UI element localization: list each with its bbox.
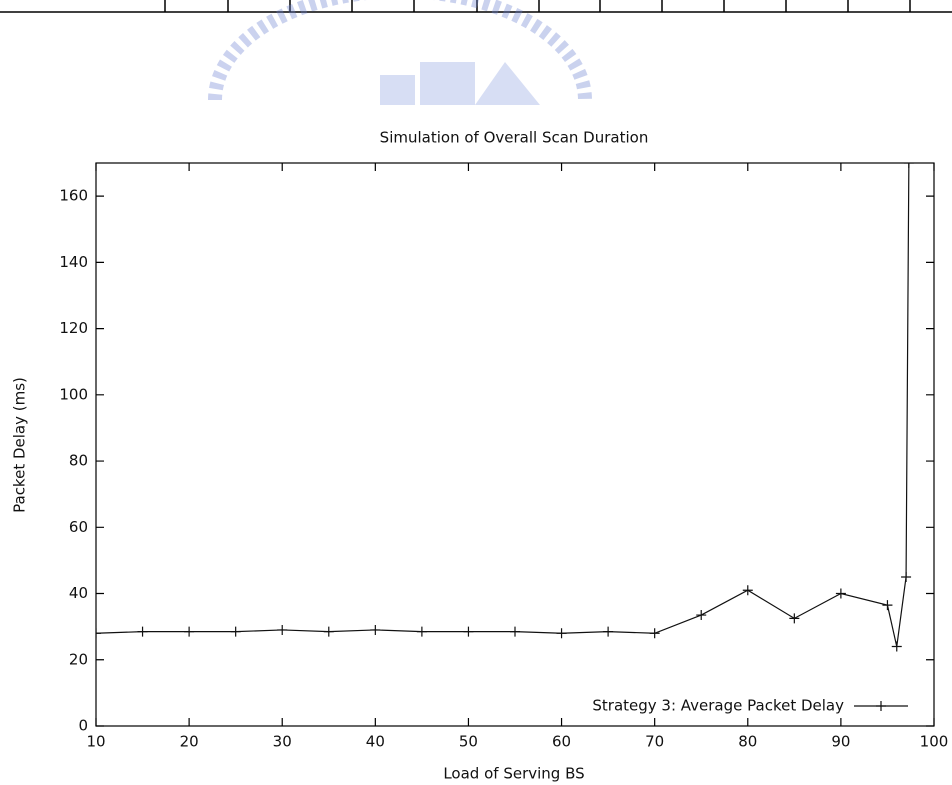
y-tick-label: 140 <box>59 253 88 271</box>
x-tick-label: 90 <box>831 733 850 751</box>
point-marker <box>137 626 148 637</box>
watermark <box>208 0 592 105</box>
point-marker <box>96 628 101 639</box>
x-tick-label: 40 <box>366 733 385 751</box>
point-marker <box>696 610 707 621</box>
table-fragment <box>0 0 952 13</box>
x-tick-label: 30 <box>273 733 292 751</box>
y-tick-label: 160 <box>59 187 88 205</box>
x-tick-label: 50 <box>459 733 478 751</box>
y-tick-label: 0 <box>78 717 88 735</box>
plot-frame <box>95 162 935 727</box>
point-marker <box>901 571 912 582</box>
point-marker <box>370 624 381 635</box>
chart-title: Simulation of Overall Scan Duration <box>380 129 649 147</box>
legend-label: Strategy 3: Average Packet Delay <box>592 697 844 715</box>
point-marker <box>742 585 753 596</box>
point-marker <box>184 626 195 637</box>
x-tick-label: 10 <box>86 733 105 751</box>
point-marker <box>649 628 660 639</box>
plot-area <box>96 163 914 652</box>
y-tick-label: 120 <box>59 319 88 337</box>
point-marker <box>891 641 902 652</box>
point-marker <box>603 626 614 637</box>
point-marker <box>323 626 334 637</box>
point-marker <box>230 626 241 637</box>
series-line <box>96 163 910 647</box>
point-marker <box>416 626 427 637</box>
point-marker <box>463 626 474 637</box>
y-tick-label: 100 <box>59 385 88 403</box>
x-tick-label: 80 <box>738 733 757 751</box>
x-tick-label: 20 <box>180 733 199 751</box>
x-axis-label: Load of Serving BS <box>443 765 584 783</box>
x-tick-label: 60 <box>552 733 571 751</box>
point-marker <box>556 628 567 639</box>
point-marker <box>277 624 288 635</box>
y-tick-label: 80 <box>69 452 88 470</box>
point-marker <box>789 613 800 624</box>
y-tick-label: 40 <box>69 584 88 602</box>
x-tick-label: 100 <box>920 733 949 751</box>
x-tick-label: 70 <box>645 733 664 751</box>
point-marker <box>510 626 520 637</box>
point-marker <box>903 163 914 168</box>
legend-marker <box>876 701 886 711</box>
y-tick-label: 60 <box>69 518 88 536</box>
y-axis-label: Packet Delay (ms) <box>11 377 29 513</box>
point-marker <box>882 600 893 611</box>
y-tick-label: 20 <box>69 650 88 668</box>
point-marker <box>835 588 846 599</box>
